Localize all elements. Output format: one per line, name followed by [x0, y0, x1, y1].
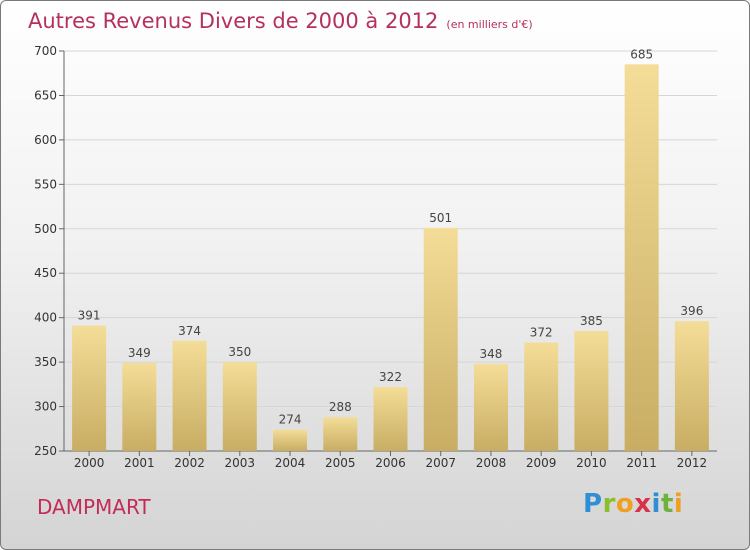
proxiti-logo: Proxiti: [583, 489, 683, 519]
y-tick-label: 300: [34, 400, 57, 414]
bar: [222, 362, 257, 451]
x-tick-label: 2008: [476, 456, 507, 470]
logo-letter: r: [602, 489, 616, 519]
data-label: 372: [530, 326, 553, 340]
bar: [172, 340, 207, 451]
x-tick-label: 2001: [124, 456, 155, 470]
x-tick-label: 2003: [225, 456, 256, 470]
x-tick-label: 2000: [74, 456, 105, 470]
y-tick-label: 350: [34, 355, 57, 369]
data-label: 288: [329, 400, 352, 414]
data-label: 385: [580, 314, 603, 328]
data-label: 374: [178, 324, 201, 338]
y-tick-label: 550: [34, 177, 57, 191]
data-label: 274: [279, 413, 302, 427]
bars: [72, 64, 709, 452]
logo-letter: i: [651, 489, 661, 519]
x-tick-label: 2004: [275, 456, 306, 470]
data-label: 501: [429, 211, 452, 225]
logo-letter: i: [673, 489, 684, 519]
commune-name: DAMPMART: [37, 495, 151, 519]
y-tick-label: 400: [34, 311, 57, 325]
data-label: 350: [228, 345, 251, 359]
x-tick-label: 2006: [375, 456, 406, 470]
bar: [122, 363, 157, 451]
data-label: 348: [480, 347, 503, 361]
bar: [72, 325, 107, 451]
data-label: 322: [379, 370, 402, 384]
x-tick-label: 2005: [325, 456, 356, 470]
logo-letter: x: [634, 489, 652, 519]
data-label: 396: [680, 304, 703, 318]
x-tick-label: 2011: [626, 456, 657, 470]
chart-title: Autres Revenus Divers de 2000 à 2012 (en …: [28, 9, 533, 33]
labels: 250 300 350 400 450 500 550 600 650 700 391 2000 349…: [34, 44, 707, 470]
bar: [273, 429, 308, 451]
bar: [674, 321, 709, 451]
bar: [323, 417, 358, 451]
data-label: 349: [128, 346, 151, 360]
data-label: 391: [78, 309, 101, 323]
y-tick-label: 600: [34, 133, 57, 147]
logo-letter: P: [583, 489, 603, 519]
y-tick-label: 450: [34, 266, 57, 280]
x-tick-label: 2007: [425, 456, 456, 470]
x-tick-label: 2009: [526, 456, 557, 470]
y-tick-label: 250: [34, 444, 57, 458]
title-text: Autres Revenus Divers de 2000 à 2012: [28, 9, 439, 33]
unit-subtitle: (en milliers d'€): [446, 18, 533, 31]
logo-letter: t: [660, 489, 674, 519]
logo-letter: o: [615, 489, 635, 519]
y-tick-label: 500: [34, 222, 57, 236]
x-tick-label: 2002: [174, 456, 205, 470]
data-label: 685: [630, 47, 653, 61]
bar: [373, 387, 408, 451]
x-tick-label: 2010: [576, 456, 607, 470]
bar: [574, 331, 609, 451]
y-tick-label: 700: [34, 44, 57, 58]
x-tick-label: 2012: [677, 456, 708, 470]
bar: [423, 227, 458, 451]
y-tick-label: 650: [34, 88, 57, 102]
bar: [473, 363, 508, 451]
bar: [624, 64, 659, 452]
bar: [524, 342, 559, 451]
